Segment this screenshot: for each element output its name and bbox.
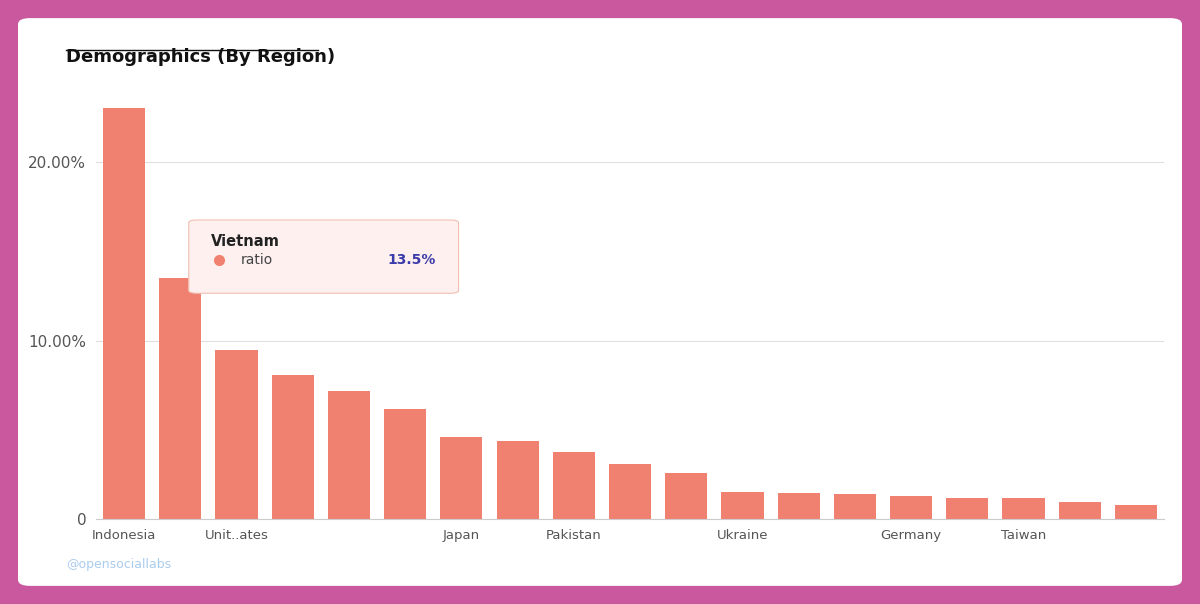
Text: ratio: ratio	[241, 253, 274, 267]
Bar	[721, 492, 763, 519]
Bar	[1115, 505, 1157, 519]
Bar	[103, 108, 145, 519]
Text: Vietnam: Vietnam	[211, 234, 280, 249]
Bar	[440, 437, 482, 519]
Bar	[216, 350, 258, 519]
Bar	[328, 391, 370, 519]
Bar	[778, 493, 820, 519]
FancyBboxPatch shape	[188, 220, 458, 294]
Bar	[890, 496, 932, 519]
Text: 13.5%: 13.5%	[388, 253, 436, 267]
Bar	[553, 452, 595, 519]
Text: Demographics (By Region): Demographics (By Region)	[66, 48, 335, 66]
Bar	[160, 278, 202, 519]
Bar	[608, 464, 652, 519]
Bar	[665, 473, 707, 519]
Bar	[271, 374, 314, 519]
FancyBboxPatch shape	[18, 18, 1182, 586]
Bar	[497, 441, 539, 519]
Bar	[1058, 503, 1100, 519]
Text: @opensociallabs: @opensociallabs	[66, 557, 172, 571]
Bar	[946, 498, 989, 519]
Bar	[834, 493, 876, 519]
Bar	[384, 408, 426, 519]
Bar	[1002, 498, 1044, 519]
